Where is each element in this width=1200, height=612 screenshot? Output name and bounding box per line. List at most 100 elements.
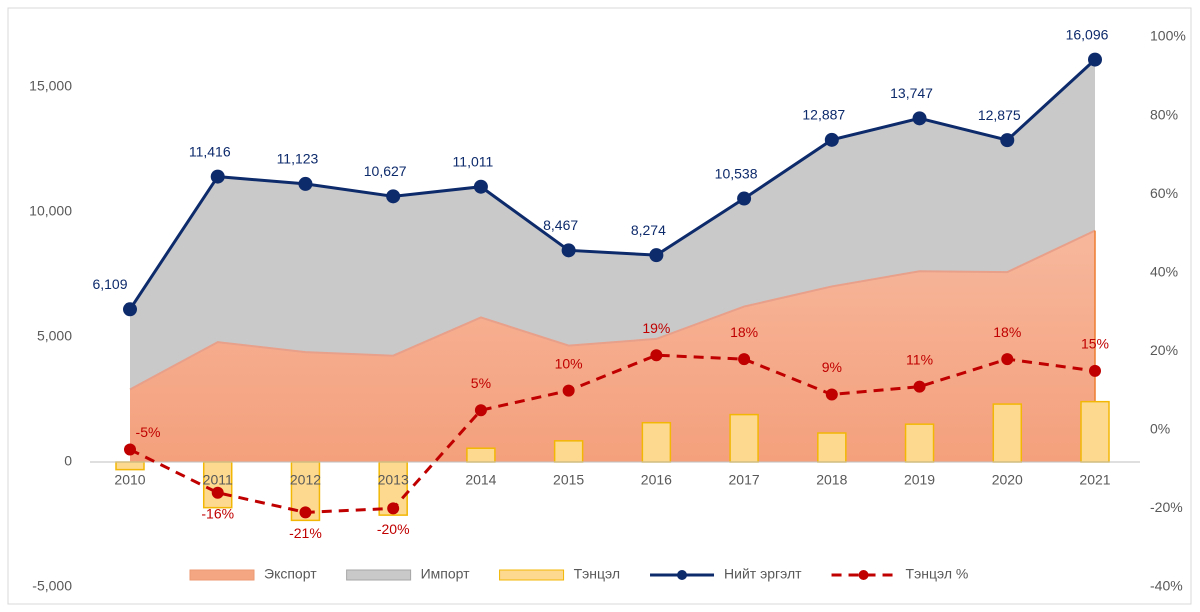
y2-tick-label: 60% <box>1150 185 1178 201</box>
y2-tick-label: 40% <box>1150 263 1178 279</box>
balance-bar <box>729 413 759 463</box>
y-tick-label: 0 <box>64 453 72 469</box>
legend-label: Нийт эргэлт <box>724 566 802 582</box>
balance-pct-label: 5% <box>471 375 491 391</box>
y2-tick-label: 80% <box>1150 106 1178 122</box>
balance-pct-point <box>913 380 926 393</box>
balance-pct-point <box>562 384 575 397</box>
balance-pct-point <box>650 349 663 362</box>
x-tick-label: 2019 <box>904 472 935 488</box>
y2-tick-label: 100% <box>1150 28 1186 44</box>
x-tick-label: 2014 <box>465 472 496 488</box>
balance-bar <box>992 403 1023 463</box>
import-area <box>130 59 1095 390</box>
balance-pct-label: 10% <box>555 355 583 371</box>
y2-tick-label: 0% <box>1150 421 1170 437</box>
total-label: 11,011 <box>453 153 494 169</box>
x-tick-label: 2011 <box>203 472 233 488</box>
legend-swatch <box>346 569 412 581</box>
total-label: 16,096 <box>1066 26 1109 42</box>
balance-pct-label: 9% <box>822 359 842 375</box>
balance-bar <box>1080 400 1110 463</box>
balance-pct-label: -20% <box>377 521 410 537</box>
x-tick-label: 2020 <box>992 472 1023 488</box>
total-point <box>561 243 576 258</box>
y2-tick-label: -40% <box>1150 578 1183 594</box>
balance-pct-point <box>738 353 751 366</box>
balance-pct-point <box>211 486 224 499</box>
x-tick-label: 2013 <box>378 472 409 488</box>
balance-pct-point <box>1089 364 1101 377</box>
total-point <box>386 189 401 204</box>
balance-bar <box>904 423 935 463</box>
total-label: 6,109 <box>92 276 127 292</box>
total-point <box>824 132 839 147</box>
total-label: 11,416 <box>189 143 231 159</box>
balance-pct-label: -21% <box>289 525 322 541</box>
export-area <box>130 230 1095 462</box>
total-label: 10,627 <box>364 163 407 179</box>
legend-marker <box>677 570 688 580</box>
legend-label: Импорт <box>421 566 471 582</box>
legend-label: Тэнцэл <box>574 566 620 582</box>
y2-tick-label: -20% <box>1150 499 1183 515</box>
total-point <box>210 169 225 184</box>
balance-pct-point <box>825 388 838 401</box>
total-point <box>737 191 752 206</box>
balance-pct-point <box>474 404 487 417</box>
balance-pct-label: 19% <box>642 320 670 336</box>
y-tick-label: -5,000 <box>32 578 72 594</box>
total-point <box>1000 133 1015 148</box>
balance-pct-label: -5% <box>136 424 161 440</box>
balance-pct-point <box>299 506 312 519</box>
legend-label: Экспорт <box>264 566 317 582</box>
balance-bar <box>553 440 584 463</box>
balance-pct-point <box>387 502 400 515</box>
x-tick-label: 2018 <box>816 472 847 488</box>
legend-swatch <box>499 569 565 581</box>
x-tick-label: 2010 <box>114 472 145 488</box>
balance-bar <box>641 421 672 463</box>
total-label: 13,747 <box>890 85 933 101</box>
total-point <box>473 179 488 194</box>
x-tick-label: 2021 <box>1079 472 1110 488</box>
chart-frame <box>7 7 1192 605</box>
total-label: 8,467 <box>543 217 578 233</box>
balance-pct-line <box>129 353 1096 514</box>
y2-tick-label: 20% <box>1150 342 1178 358</box>
legend-marker <box>858 570 869 580</box>
total-point <box>1088 52 1102 67</box>
total-point <box>649 248 664 263</box>
balance-pct-point <box>1001 353 1014 366</box>
balance-pct-label: 18% <box>993 324 1021 340</box>
export-edge <box>129 229 1096 391</box>
total-label: 11,123 <box>277 151 319 167</box>
total-label: 8,274 <box>631 222 666 238</box>
y-tick-label: 15,000 <box>29 78 72 94</box>
balance-pct-label: -16% <box>201 505 234 521</box>
balance-pct-label: 15% <box>1081 336 1109 352</box>
total-point <box>123 302 137 317</box>
legend-label: Тэнцэл % <box>906 566 969 582</box>
total-point <box>298 176 313 191</box>
legend-swatch <box>189 569 255 581</box>
y-tick-label: 5,000 <box>37 328 72 344</box>
x-tick-label: 2016 <box>641 472 672 488</box>
balance-bar <box>115 461 145 471</box>
balance-bar <box>466 447 496 463</box>
x-tick-label: 2012 <box>290 472 321 488</box>
x-tick-label: 2017 <box>729 472 760 488</box>
x-tick-label: 2015 <box>553 472 584 488</box>
balance-pct-point <box>124 443 136 456</box>
balance-bar <box>817 432 847 463</box>
total-line <box>128 58 1097 311</box>
total-label: 12,887 <box>802 107 845 123</box>
y-tick-label: 10,000 <box>29 203 72 219</box>
balance-pct-label: 18% <box>730 324 758 340</box>
total-label: 10,538 <box>715 165 758 181</box>
total-point <box>912 111 927 126</box>
total-label: 12,875 <box>978 107 1021 123</box>
balance-pct-label: 11% <box>906 351 933 367</box>
